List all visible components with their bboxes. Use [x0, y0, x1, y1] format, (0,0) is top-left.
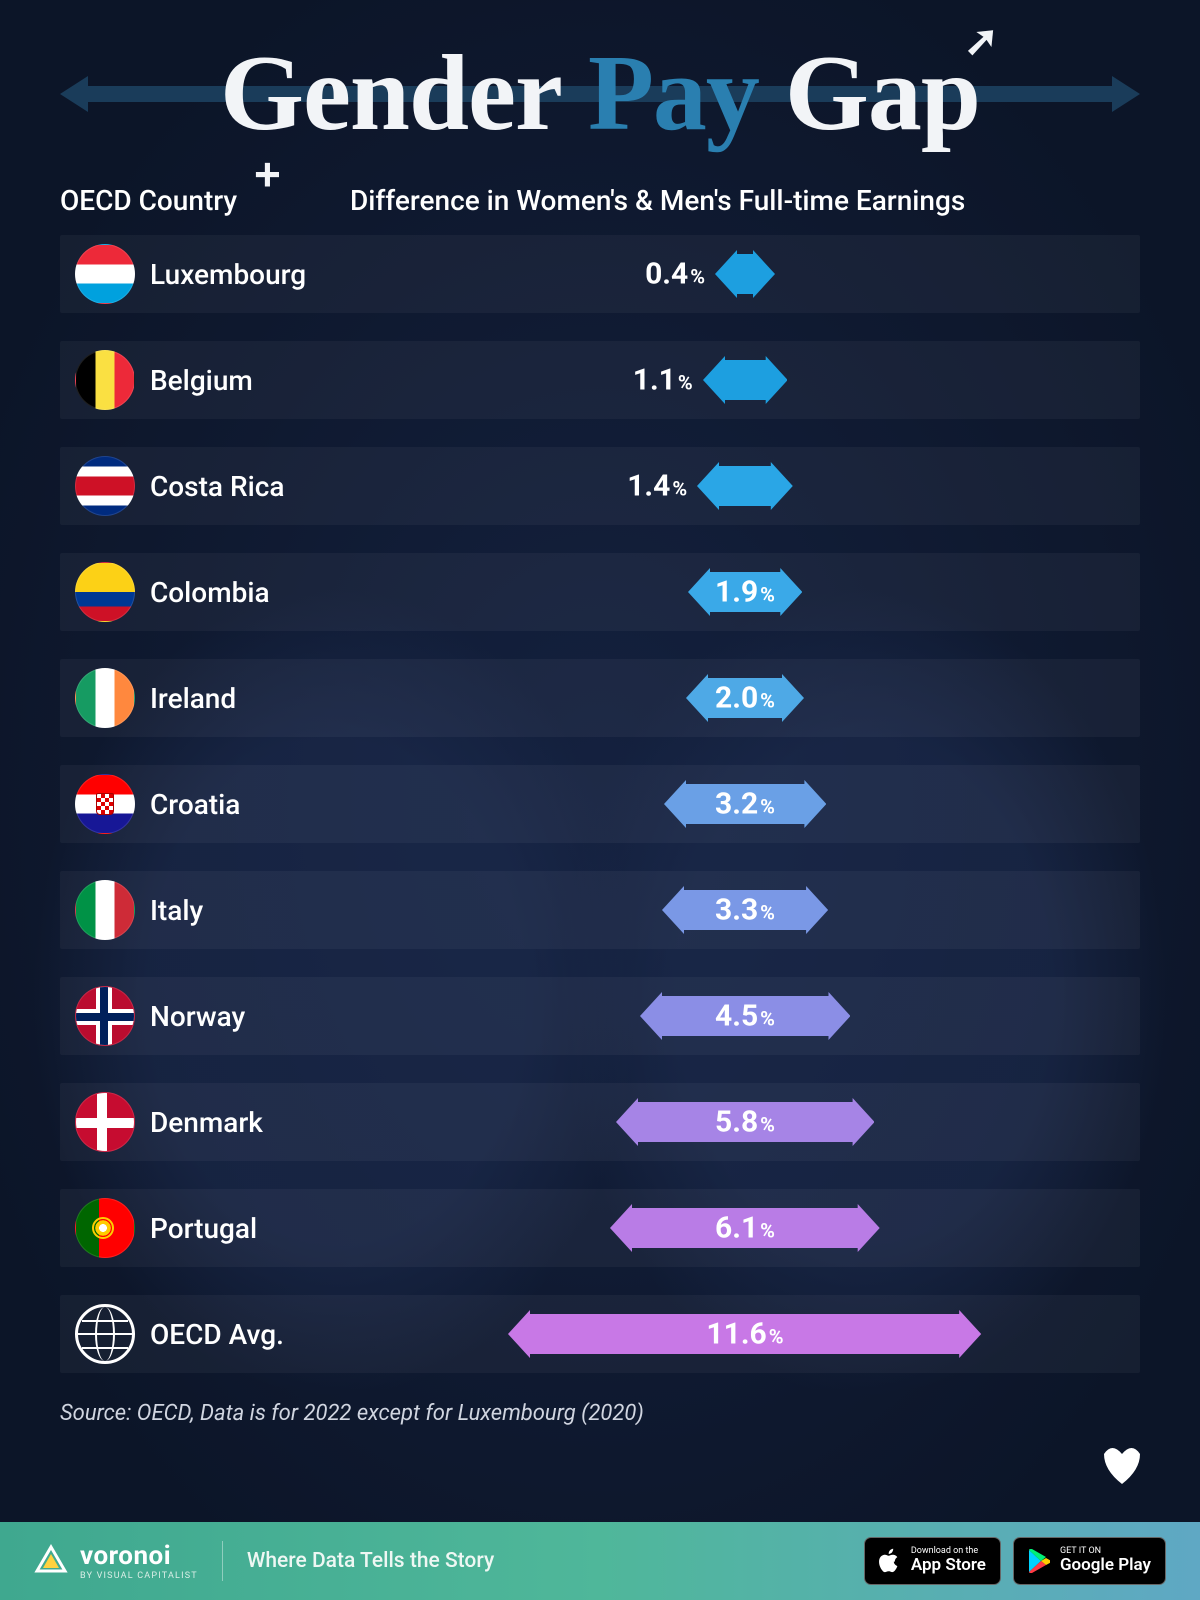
gap-value: 0.4%: [645, 257, 705, 292]
country-name: Costa Rica: [150, 470, 350, 503]
flag-cell: [60, 1304, 150, 1364]
app-store-line2: App Store: [911, 1556, 986, 1575]
value-cell: 6.1%: [350, 1189, 1140, 1267]
country-name: Luxembourg: [150, 258, 350, 291]
title-block: Gender+ Pay Gap➚: [60, 40, 1140, 148]
footer-divider: [222, 1541, 223, 1581]
flag-icon: [75, 562, 135, 622]
title-word-gender: Gender+: [220, 34, 562, 153]
flag-icon: [75, 986, 135, 1046]
country-name: Belgium: [150, 364, 350, 397]
gap-value: 1.1%: [633, 363, 693, 398]
app-store-button[interactable]: Download on the App Store: [864, 1537, 1001, 1585]
gap-value: 1.9%: [715, 575, 775, 610]
value-cell: 11.6%: [350, 1295, 1140, 1373]
country-row: Denmark 5.8%: [60, 1083, 1140, 1161]
country-name: Italy: [150, 894, 350, 927]
gap-value: 6.1%: [715, 1211, 775, 1246]
country-row: Costa Rica 1.4%: [60, 447, 1140, 525]
value-cell: 1.4%: [350, 447, 1140, 525]
country-row: Portugal 6.1%: [60, 1189, 1140, 1267]
country-row: Ireland 2.0%: [60, 659, 1140, 737]
value-cell: 1.1%: [350, 341, 1140, 419]
country-row: Belgium 1.1%: [60, 341, 1140, 419]
country-name: Ireland: [150, 682, 350, 715]
flag-cell: [60, 668, 150, 728]
brand-name: voronoi: [80, 1541, 198, 1571]
flag-icon: [75, 1198, 135, 1258]
country-name: Denmark: [150, 1106, 350, 1139]
footer-bar: voronoi BY VISUAL CAPITALIST Where Data …: [0, 1522, 1200, 1600]
country-name: Portugal: [150, 1212, 350, 1245]
brand-block: voronoi BY VISUAL CAPITALIST: [34, 1541, 198, 1581]
flag-cell: [60, 880, 150, 940]
gap-value: 5.8%: [715, 1105, 775, 1140]
value-cell: 4.5%: [350, 977, 1140, 1055]
gap-value: 3.3%: [715, 893, 775, 928]
female-symbol-icon: +: [254, 151, 280, 197]
gap-value: 3.2%: [715, 787, 775, 822]
gap-value: 4.5%: [715, 999, 775, 1034]
header-country: OECD Country: [60, 184, 350, 217]
flag-cell: [60, 986, 150, 1046]
brand-subtitle: BY VISUAL CAPITALIST: [80, 1571, 198, 1581]
brand-text: voronoi BY VISUAL CAPITALIST: [80, 1541, 198, 1581]
play-store-button[interactable]: GET IT ON Google Play: [1013, 1537, 1166, 1585]
value-cell: 1.9%: [350, 553, 1140, 631]
brand-logo-icon: [34, 1544, 68, 1578]
flag-icon: [75, 774, 135, 834]
flag-cell: [60, 774, 150, 834]
flag-cell: [60, 456, 150, 516]
content-container: Gender+ Pay Gap➚ OECD Country Difference…: [0, 0, 1200, 1426]
gap-arrow-icon: [703, 352, 788, 408]
country-name: Colombia: [150, 576, 350, 609]
play-store-line2: Google Play: [1060, 1556, 1151, 1575]
country-row: Norway 4.5%: [60, 977, 1140, 1055]
column-headers: OECD Country Difference in Women's & Men…: [60, 184, 1140, 217]
chart-rows: Luxembourg0.4%Belgium1.1%Costa Rica1.4%C…: [60, 235, 1140, 1373]
flag-cell: [60, 350, 150, 410]
gap-arrow-icon: [697, 458, 793, 514]
flag-cell: [60, 244, 150, 304]
gap-value: 11.6%: [706, 1317, 783, 1352]
flag-cell: [60, 1092, 150, 1152]
country-name: Croatia: [150, 788, 350, 821]
country-row: Croatia 3.2%: [60, 765, 1140, 843]
play-store-text: GET IT ON Google Play: [1060, 1547, 1151, 1575]
publisher-mark-icon: [1094, 1434, 1150, 1490]
country-name: Norway: [150, 1000, 350, 1033]
value-cell: 0.4%: [350, 235, 1140, 313]
page-title: Gender+ Pay Gap➚: [60, 40, 1140, 148]
title-word-gap: Gap➚: [785, 34, 980, 153]
country-row: Colombia 1.9%: [60, 553, 1140, 631]
value-cell: 3.2%: [350, 765, 1140, 843]
footer-tagline: Where Data Tells the Story: [247, 1549, 852, 1573]
value-cell: 2.0%: [350, 659, 1140, 737]
title-word-pay: Pay: [588, 34, 759, 153]
flag-icon: [75, 1304, 135, 1364]
flag-icon: [75, 668, 135, 728]
country-row: OECD Avg. 11.6%: [60, 1295, 1140, 1373]
country-name: OECD Avg.: [150, 1318, 350, 1351]
gap-arrow-icon: [715, 246, 775, 302]
gap-value: 1.4%: [627, 469, 687, 504]
flag-cell: [60, 1198, 150, 1258]
source-attribution: Source: OECD, Data is for 2022 except fo…: [60, 1401, 1140, 1426]
country-row: Italy 3.3%: [60, 871, 1140, 949]
gap-value: 2.0%: [715, 681, 775, 716]
flag-icon: [75, 456, 135, 516]
google-play-icon: [1028, 1549, 1050, 1573]
flag-icon: [75, 880, 135, 940]
header-metric: Difference in Women's & Men's Full-time …: [350, 184, 1140, 217]
male-symbol-icon: ➚: [964, 20, 998, 62]
flag-cell: [60, 562, 150, 622]
value-cell: 3.3%: [350, 871, 1140, 949]
apple-icon: [879, 1548, 901, 1574]
value-cell: 5.8%: [350, 1083, 1140, 1161]
country-row: Luxembourg 0.4%: [60, 235, 1140, 313]
app-store-text: Download on the App Store: [911, 1547, 986, 1575]
flag-icon: [75, 244, 135, 304]
flag-icon: [75, 1092, 135, 1152]
flag-icon: [75, 350, 135, 410]
